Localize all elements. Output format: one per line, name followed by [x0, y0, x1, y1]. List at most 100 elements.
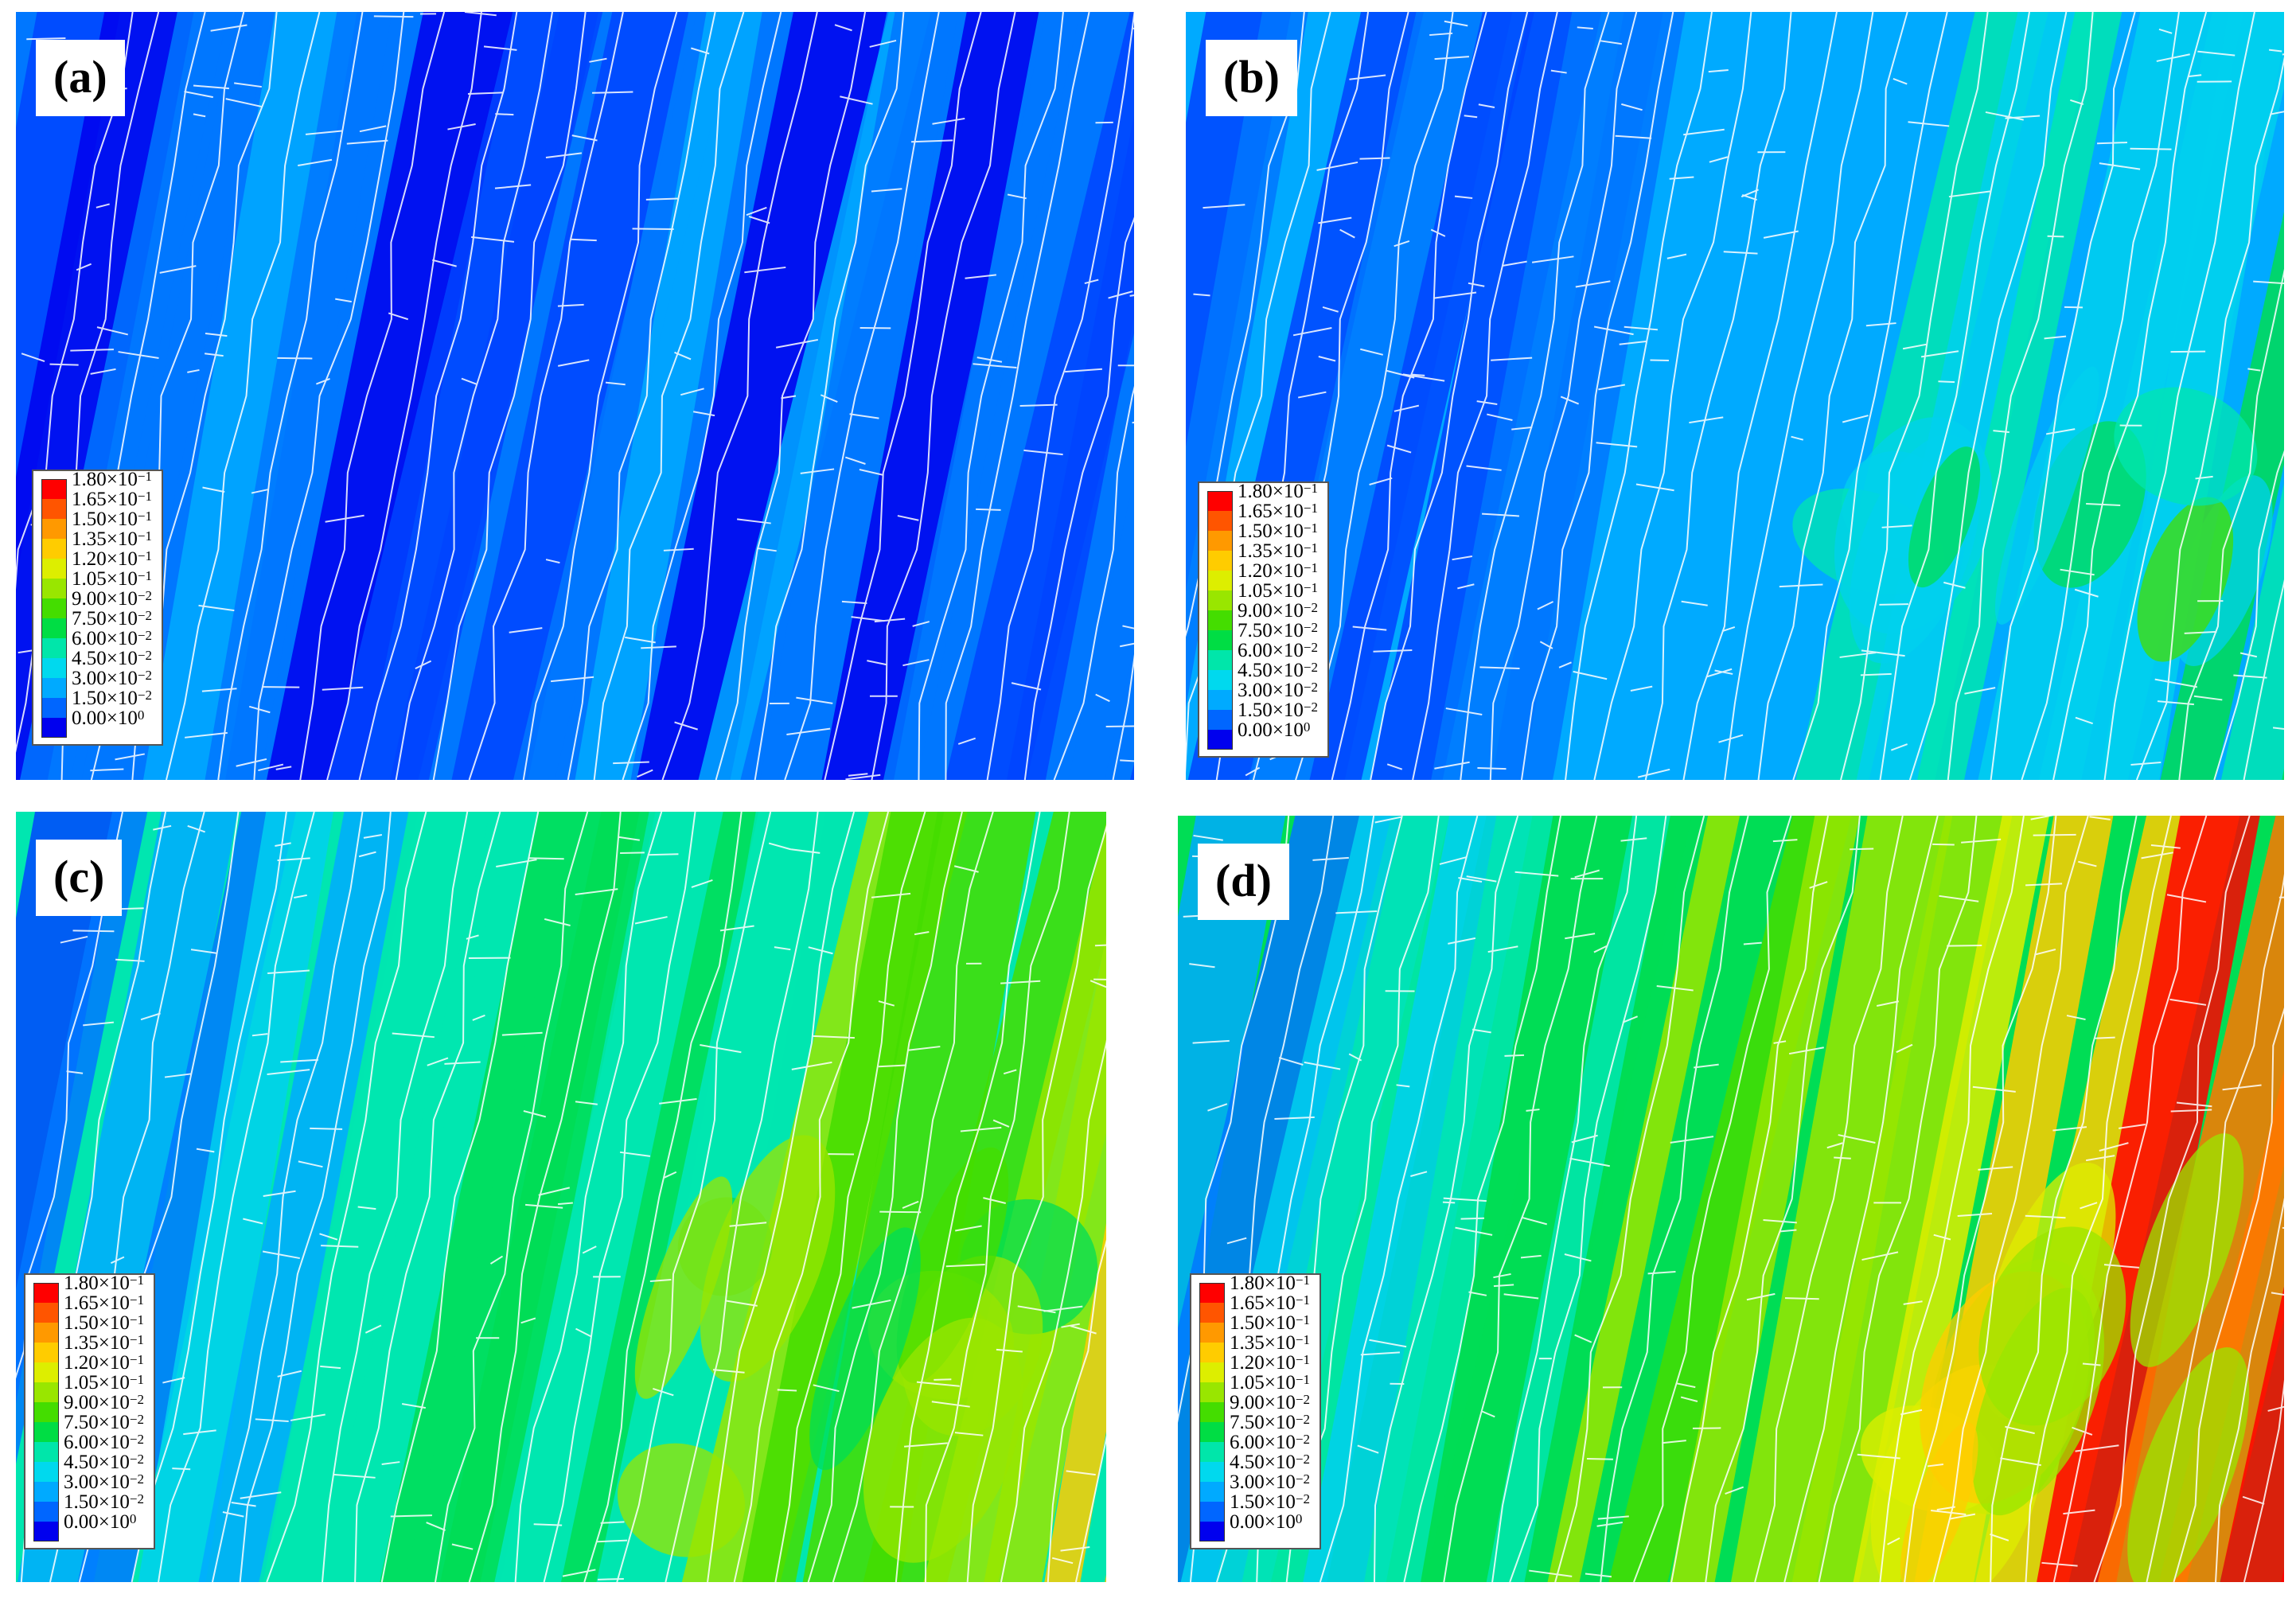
legend-value: 6.00×10−2 — [64, 1432, 144, 1453]
legend-row: 7.50×10−2 — [33, 1412, 144, 1442]
legend-row: 1.80×10−1 — [33, 1273, 144, 1303]
legend-value: 1.35×10−1 — [64, 1332, 144, 1354]
legend-value: 4.50×10−2 — [72, 648, 152, 669]
legend-row: 1.20×10−1 — [1207, 560, 1318, 590]
legend-swatch — [1199, 1303, 1225, 1323]
legend-swatch — [41, 698, 67, 718]
legend-swatch — [1199, 1422, 1225, 1442]
legend-swatch — [33, 1283, 59, 1303]
legend-swatch — [1199, 1382, 1225, 1402]
legend-row: 7.50×10−2 — [1207, 620, 1318, 650]
legend-row: 1.35×10−1 — [33, 1332, 144, 1362]
panel-a: (a) 1.80×10−1 1.65×10−1 1.50×10−1 1.35×10−1… — [16, 12, 1134, 780]
panel-label-c: (c) — [36, 840, 123, 916]
legend-swatch — [33, 1323, 59, 1343]
legend-swatch — [33, 1303, 59, 1323]
legend-value: 1.65×10−1 — [72, 489, 152, 510]
legend-value: 9.00×10−2 — [1230, 1392, 1310, 1413]
legend-row: 0.00×100 — [41, 707, 152, 738]
legend-swatch — [1199, 1502, 1225, 1522]
legend-row: 6.00×10−2 — [1207, 640, 1318, 670]
panel-label-b: (b) — [1206, 40, 1297, 116]
legend-value: 1.50×10−1 — [1238, 520, 1318, 542]
legend-row: 1.05×10−1 — [1199, 1372, 1310, 1402]
legend-row: 1.80×10−1 — [41, 469, 152, 499]
legend-row: 1.20×10−1 — [1199, 1352, 1310, 1382]
legend-swatch — [41, 479, 67, 499]
legend-d: 1.80×10−1 1.65×10−1 1.50×10−1 1.35×10−1 1.20… — [1190, 1273, 1321, 1549]
legend-row: 1.65×10−1 — [33, 1292, 144, 1323]
legend-row: 1.50×10−2 — [1207, 700, 1318, 730]
legend-value: 7.50×10−2 — [72, 608, 152, 629]
legend-swatch — [33, 1422, 59, 1442]
legend-row: 3.00×10−2 — [41, 668, 152, 698]
legend-swatch — [1207, 491, 1233, 511]
legend-value: 1.80×10−1 — [1238, 481, 1318, 502]
legend-row: 3.00×10−2 — [1199, 1471, 1310, 1502]
legend-swatch — [41, 579, 67, 598]
legend-value: 6.00×10−2 — [72, 628, 152, 649]
legend-value: 1.50×10−2 — [72, 688, 152, 709]
legend-value: 1.20×10−1 — [1230, 1352, 1310, 1374]
legend-row: 4.50×10−2 — [1207, 660, 1318, 690]
legend-value: 1.50×10−1 — [64, 1312, 144, 1334]
legend-value: 3.00×10−2 — [64, 1471, 144, 1493]
strain-field-a — [16, 12, 1134, 780]
legend-swatch — [1207, 670, 1233, 690]
legend-value: 4.50×10−2 — [1238, 660, 1318, 681]
legend-swatch — [33, 1362, 59, 1382]
legend-swatch — [1199, 1283, 1225, 1303]
legend-value: 1.50×10−1 — [72, 509, 152, 530]
legend-row: 3.00×10−2 — [33, 1471, 144, 1502]
legend-swatch — [1199, 1482, 1225, 1502]
legend-swatch — [33, 1462, 59, 1482]
legend-row: 1.80×10−1 — [1199, 1273, 1310, 1303]
legend-value: 1.05×10−1 — [1230, 1372, 1310, 1393]
legend-swatch — [33, 1402, 59, 1422]
legend-swatch — [1199, 1402, 1225, 1422]
legend-value: 1.05×10−1 — [72, 568, 152, 590]
legend-row: 1.50×10−1 — [41, 509, 152, 539]
legend-value: 0.00×100 — [1230, 1511, 1303, 1533]
legend-value: 1.05×10−1 — [1238, 580, 1318, 602]
panel-label-a: (a) — [36, 40, 125, 116]
legend-swatch — [41, 658, 67, 678]
legend-swatch — [33, 1482, 59, 1502]
legend-swatch — [1207, 710, 1233, 730]
legend-swatch — [1199, 1323, 1225, 1343]
legend-swatch — [1199, 1522, 1225, 1541]
legend-value: 1.65×10−1 — [1230, 1292, 1310, 1314]
legend-swatch — [41, 598, 67, 618]
legend-value: 1.50×10−2 — [1238, 700, 1318, 721]
legend-value: 1.50×10−2 — [64, 1491, 144, 1513]
legend-swatch — [41, 678, 67, 698]
legend-value: 0.00×100 — [72, 707, 145, 729]
legend-swatch — [1199, 1442, 1225, 1462]
legend-row: 1.80×10−1 — [1207, 481, 1318, 511]
legend-value: 1.80×10−1 — [1230, 1273, 1310, 1294]
legend-swatch — [41, 638, 67, 658]
legend-value: 1.65×10−1 — [1238, 501, 1318, 522]
legend-row: 6.00×10−2 — [1199, 1432, 1310, 1462]
legend-row: 1.35×10−1 — [1207, 540, 1318, 571]
legend-row: 0.00×100 — [1207, 719, 1318, 750]
legend-row: 1.65×10−1 — [41, 489, 152, 519]
legend-swatch — [33, 1442, 59, 1462]
legend-swatch — [1207, 690, 1233, 710]
strain-field-b — [1186, 12, 2284, 780]
legend-value: 1.50×10−2 — [1230, 1491, 1310, 1513]
legend-value: 1.35×10−1 — [72, 528, 152, 550]
legend-row: 1.05×10−1 — [1207, 580, 1318, 610]
legend-value: 7.50×10−2 — [1238, 620, 1318, 641]
legend-swatch — [1207, 511, 1233, 531]
legend-value: 1.65×10−1 — [64, 1292, 144, 1314]
legend-row: 9.00×10−2 — [33, 1392, 144, 1422]
legend-row: 1.20×10−1 — [41, 548, 152, 579]
legend-row: 1.35×10−1 — [41, 528, 152, 559]
legend-value: 3.00×10−2 — [1238, 680, 1318, 701]
legend-row: 7.50×10−2 — [41, 608, 152, 638]
legend-swatch — [41, 499, 67, 519]
legend-value: 7.50×10−2 — [64, 1412, 144, 1433]
legend-value: 1.35×10−1 — [1230, 1332, 1310, 1354]
legend-row: 9.00×10−2 — [1207, 600, 1318, 630]
